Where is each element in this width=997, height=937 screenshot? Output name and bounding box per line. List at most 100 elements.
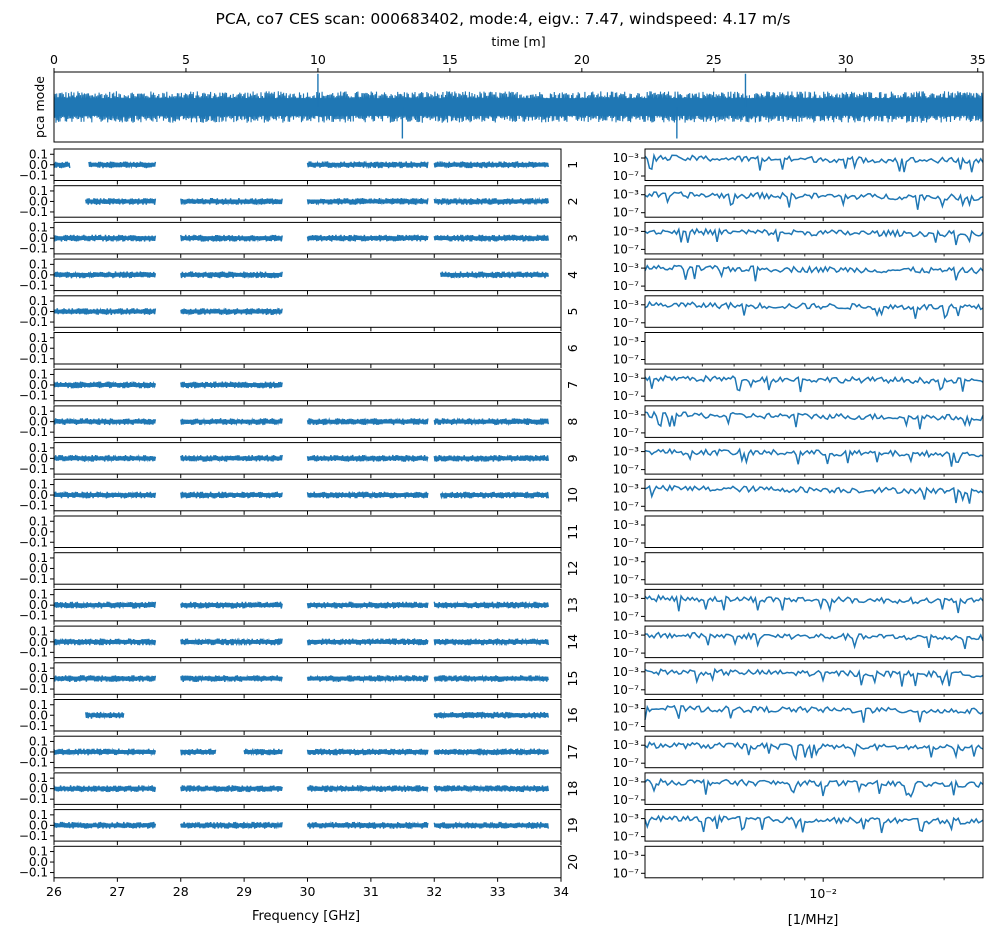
feed-19-data-band bbox=[180, 823, 283, 828]
psd-y-tick-label: 10⁻³ bbox=[613, 518, 640, 532]
time-tick-label: 30 bbox=[838, 52, 854, 67]
psd-panel-frame bbox=[644, 845, 984, 879]
feed-panel-2: 0.10.0−0.1 2 bbox=[19, 184, 580, 222]
feed-panel-frame bbox=[53, 845, 562, 879]
psd-panel-14: 10⁻³ 10⁻⁷ bbox=[613, 625, 984, 662]
feed-1-data-band bbox=[54, 162, 70, 167]
feed-18-data-band bbox=[180, 786, 283, 791]
feed-y-tick-label: 0.0 bbox=[29, 378, 48, 392]
psd-y-tick-label: 10⁻⁷ bbox=[613, 169, 640, 183]
feed-4-data-band bbox=[440, 272, 549, 277]
psd-panel-20: 10⁻³ 10⁻⁷ bbox=[613, 845, 984, 882]
psd-panel-frame bbox=[644, 221, 984, 255]
feed-3-data-band bbox=[54, 236, 156, 241]
feed-y-tick-label: −0.1 bbox=[19, 242, 48, 256]
psd-y-tick-label: 10⁻⁷ bbox=[613, 573, 640, 587]
feed-panel-1: 0.10.0−0.1 1 bbox=[19, 147, 580, 185]
feed-8-data-band bbox=[307, 419, 428, 424]
psd-panel-8: 10⁻³ 10⁻⁷ bbox=[613, 405, 984, 442]
psd-y-tick-label: 10⁻³ bbox=[613, 445, 640, 459]
psd-y-tick-label: 10⁻³ bbox=[613, 591, 640, 605]
pca-timestream-panel: 0 5 10 15 20 25 30 35 time [m] pca mode bbox=[32, 34, 986, 143]
psd-panel-frame bbox=[644, 772, 984, 805]
feed-y-tick-label: −0.1 bbox=[19, 719, 48, 733]
feed-y-tick-label: 0.0 bbox=[29, 782, 48, 796]
feed-y-tick-label: 0.1 bbox=[29, 257, 48, 271]
feed-14-data bbox=[306, 638, 429, 646]
psd-panel-frame bbox=[644, 515, 984, 548]
feed-16-data-band bbox=[85, 713, 124, 718]
feed-17-data-band bbox=[54, 750, 156, 754]
feed-panel-frame bbox=[53, 552, 562, 585]
psd-y-tick-label: 10⁻⁷ bbox=[613, 536, 640, 550]
psd-panel-16: 10⁻³ 10⁻⁷ bbox=[613, 699, 984, 735]
time-tick-label: 20 bbox=[574, 52, 590, 67]
figure-title: PCA, co7 CES scan: 000683402, mode:4, ei… bbox=[216, 10, 791, 28]
feed-18-data-band bbox=[54, 786, 156, 791]
feed-13-data-band bbox=[180, 603, 283, 608]
feed-2-data-band bbox=[85, 199, 156, 204]
psd-panel-17: 10⁻³ 10⁻⁷ bbox=[613, 735, 984, 772]
feed-panel-6: 0.10.0−0.1 6 bbox=[19, 331, 580, 368]
psd-panel-frame bbox=[644, 809, 984, 842]
feed-panel-5: 0.10.0−0.1 5 bbox=[19, 294, 580, 332]
psd-panel-frame bbox=[644, 625, 984, 659]
feed-y-tick-label: 0.1 bbox=[29, 624, 48, 638]
psd-panel-3: 10⁻³ 10⁻⁷ bbox=[613, 221, 984, 258]
psd-panel-12: 10⁻³ 10⁻⁷ bbox=[613, 552, 984, 589]
psd-y-tick-label: 10⁻³ bbox=[613, 224, 640, 238]
feed-label: 18 bbox=[565, 781, 580, 797]
feed-panel-18: 0.10.0−0.1 18 bbox=[19, 771, 580, 809]
feed-y-tick-label: 0.0 bbox=[29, 305, 48, 319]
feed-panel-19: 0.10.0−0.1 19 bbox=[19, 808, 580, 846]
feed-label: 16 bbox=[565, 707, 580, 723]
time-axis-label: time [m] bbox=[491, 34, 545, 49]
psd-panel-frame bbox=[644, 552, 984, 585]
feed-14-data-band bbox=[54, 639, 156, 644]
time-tick-label: 10 bbox=[310, 52, 326, 67]
feed-y-tick-label: −0.1 bbox=[19, 278, 48, 292]
psd-15-series bbox=[644, 667, 984, 687]
psd-8-series bbox=[644, 410, 984, 430]
feed-label: 10 bbox=[565, 487, 580, 503]
feed-panel-7: 0.10.0−0.1 7 bbox=[19, 367, 580, 405]
freq-tick-label: 30 bbox=[300, 884, 316, 899]
feed-label: 11 bbox=[565, 524, 580, 540]
feed-y-tick-label: 0.0 bbox=[29, 561, 48, 575]
feed-y-tick-label: 0.1 bbox=[29, 478, 48, 492]
psd-y-tick-label: 10⁻³ bbox=[613, 261, 640, 275]
feed-15-data-band bbox=[54, 676, 156, 681]
freq-tick-label: 27 bbox=[109, 884, 125, 899]
feed-y-tick-label: −0.1 bbox=[19, 682, 48, 696]
psd-y-tick-label: 10⁻⁷ bbox=[613, 720, 640, 734]
feed-17-data-band bbox=[434, 750, 549, 754]
feed-panel-12: 0.10.0−0.1 12 bbox=[19, 551, 580, 589]
feed-4-data-band bbox=[54, 272, 156, 277]
feed-y-tick-label: 0.0 bbox=[29, 635, 48, 649]
feed-15-data-band bbox=[307, 676, 428, 681]
psd-y-tick-label: 10⁻³ bbox=[613, 371, 640, 385]
feed-y-tick-label: 0.0 bbox=[29, 451, 48, 465]
feed-y-tick-label: 0.1 bbox=[29, 367, 48, 381]
feed-y-tick-label: 0.0 bbox=[29, 708, 48, 722]
psd-panel-4: 10⁻³ 10⁻⁷ bbox=[613, 258, 984, 295]
feed-13-data-band bbox=[307, 603, 428, 608]
feed-y-tick-label: 0.0 bbox=[29, 525, 48, 539]
feed-y-tick-label: 0.1 bbox=[29, 331, 48, 345]
feed-5-data-band bbox=[54, 309, 156, 314]
feed-y-tick-label: −0.1 bbox=[19, 388, 48, 402]
feed-y-tick-label: 0.1 bbox=[29, 808, 48, 822]
feed-9-data-band bbox=[307, 456, 428, 461]
feed-y-tick-label: −0.1 bbox=[19, 755, 48, 769]
feed-9-data-band bbox=[180, 456, 283, 461]
feed-y-tick-label: −0.1 bbox=[19, 572, 48, 586]
feed-panel-16: 0.10.0−0.1 16 bbox=[19, 698, 580, 735]
feed-panel-frame bbox=[53, 515, 562, 548]
feed-2-data-band bbox=[180, 199, 283, 204]
psd-y-tick-label: 10⁻³ bbox=[613, 702, 640, 716]
psd-1-series bbox=[644, 152, 984, 173]
freq-tick-label: 26 bbox=[46, 884, 62, 899]
psd-y-tick-label: 10⁻³ bbox=[613, 628, 640, 642]
feed-panel-17: 0.10.0−0.1 17 bbox=[19, 734, 580, 772]
feed-13-data-band bbox=[54, 603, 156, 608]
